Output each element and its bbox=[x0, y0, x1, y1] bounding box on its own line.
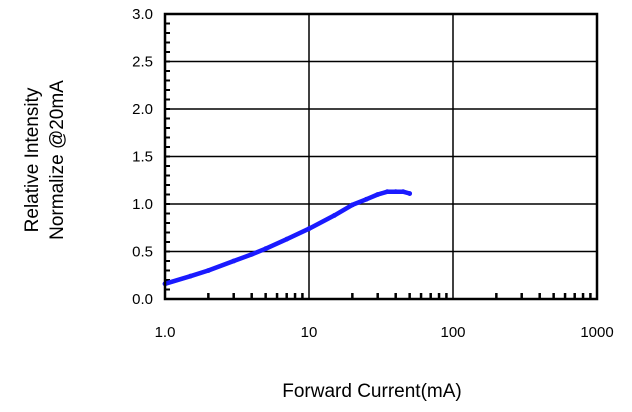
y-tick-label: 1.0 bbox=[132, 196, 153, 213]
x-axis-title: Forward Current(mA) bbox=[282, 381, 461, 402]
series-point bbox=[306, 226, 312, 232]
series-point bbox=[231, 258, 237, 264]
series-point bbox=[393, 189, 399, 195]
grid-lines bbox=[165, 14, 597, 299]
y-tick-label: 2.5 bbox=[132, 54, 153, 71]
series-point bbox=[331, 213, 337, 218]
x-tick-labels: 1.0 10 100 1000 bbox=[155, 324, 614, 341]
x-tick-label: 1000 bbox=[580, 324, 613, 341]
series-point bbox=[205, 268, 211, 273]
series-point bbox=[263, 246, 269, 252]
y-tick-label: 3.0 bbox=[132, 6, 153, 23]
series-point bbox=[384, 189, 390, 195]
plot-frame bbox=[163, 12, 599, 301]
y-axis-title-line-1: Relative Intensity bbox=[22, 87, 43, 232]
series-group bbox=[162, 189, 413, 287]
series-point bbox=[363, 196, 369, 202]
y-axis-title-line-2: Normalize @20mA bbox=[47, 80, 68, 240]
series-point bbox=[249, 251, 255, 257]
y-tick-label: 1.5 bbox=[132, 149, 153, 166]
y-tick-label: 0.5 bbox=[132, 244, 153, 261]
y-tick-labels: 0.0 0.5 1.0 1.5 2.0 2.5 3.0 bbox=[132, 6, 153, 308]
series-point bbox=[400, 189, 406, 195]
x-tick-label: 100 bbox=[440, 324, 465, 341]
series-point bbox=[407, 191, 413, 196]
series-point bbox=[284, 236, 290, 242]
y-tick-label: 2.0 bbox=[132, 101, 153, 118]
series-point bbox=[187, 273, 193, 279]
series-point bbox=[349, 202, 355, 208]
series-point bbox=[375, 192, 381, 197]
series-line bbox=[162, 189, 412, 287]
x-tick-label: 10 bbox=[301, 324, 318, 341]
y-tick-label: 0.0 bbox=[132, 291, 153, 308]
x-tick-label: 1.0 bbox=[155, 324, 176, 341]
